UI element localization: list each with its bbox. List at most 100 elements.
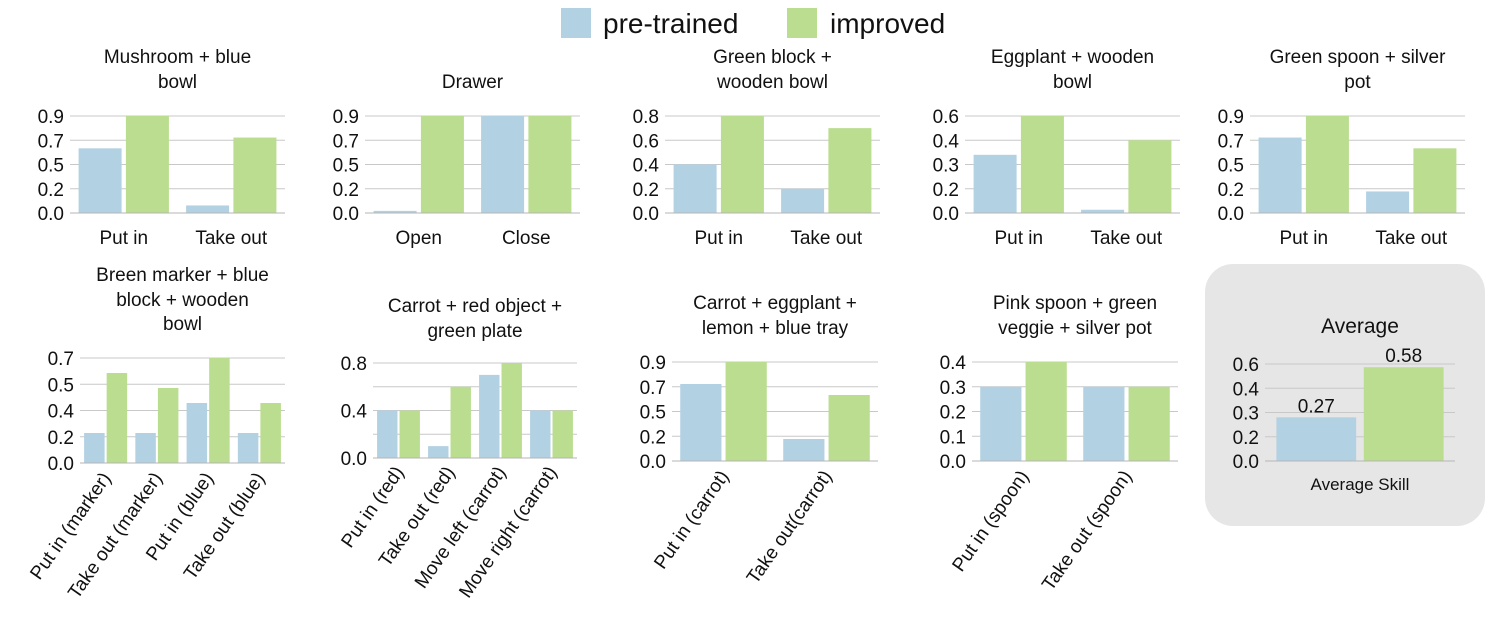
x-category-label: Move right (carrot) [455,463,561,602]
bar-improved [450,386,471,458]
bar-pre-trained [237,433,259,463]
y-tick-label: 0.2 [48,428,74,449]
x-category-label: Put in [1279,228,1328,249]
bar-pre-trained [973,154,1017,213]
y-tick-label: 0.2 [940,403,966,424]
chart-title-line: Drawer [442,72,504,93]
bar-pre-trained [377,410,398,458]
y-tick-label: 0.0 [1218,204,1244,225]
x-category-label: Open [396,228,442,249]
bar-pre-trained [373,210,417,213]
bar-pre-trained [135,433,156,463]
chart-panel-7: Carrot + red object + green plate 0.0 0.4 0.… [337,296,577,602]
bar-improved [1128,140,1172,213]
bar-pre-trained [1366,191,1410,213]
bar-improved [828,395,870,461]
chart-title-line: bowl [158,72,197,93]
x-category-label: Put in (carrot) [650,467,733,573]
bar-improved [106,373,128,463]
bar-pre-trained [84,433,105,463]
y-tick-label: 0.7 [38,131,64,152]
chart-title-line: veggie + silver pot [998,318,1152,339]
chart-panel-10: Average 0.0 0.2 0.3 0.4 0.6 0.27 0.58 Average Sk… [1205,264,1485,526]
y-tick-label: 0.4 [633,156,660,177]
chart-title-line: bowl [163,314,202,335]
y-tick-label: 0.5 [640,403,666,424]
y-tick-label: 0.2 [1233,428,1259,449]
bar-improved [1305,116,1349,213]
y-tick-label: 0.2 [1218,180,1244,201]
chart-title-line: Average [1321,315,1399,338]
y-tick-label: 0.2 [933,180,959,201]
chart-title-line: Carrot + eggplant + [693,293,857,314]
bar-pre-trained [1258,137,1302,213]
bar-improved [828,128,872,213]
bar-improved [125,116,169,213]
x-category-label: Put in [994,228,1043,249]
data-label: 0.27 [1298,396,1335,417]
x-category-label: Take out [1375,228,1448,249]
chart-panel-8: Carrot + eggplant + lemon + blue tray 0.0 0… [640,293,878,588]
y-tick-label: 0.8 [341,354,367,375]
chart-title-line: lemon + blue tray [702,318,849,339]
y-tick-label: 0.0 [1233,452,1259,473]
bar-improved [233,137,277,213]
bar-improved [528,116,572,213]
x-category-label: Take out(carrot) [743,467,837,588]
y-tick-label: 0.2 [38,180,64,201]
y-tick-label: 0.9 [1218,107,1244,128]
chart-panel-1: Mushroom + blue bowl 0.0 0.2 0.5 0.7 0.9 Put in… [38,47,285,249]
x-category-label: Put in [99,228,148,249]
y-tick-label: 0.0 [940,452,966,473]
y-tick-label: 0.7 [48,349,74,370]
chart-title-line: Carrot + red object + [388,296,562,317]
y-tick-label: 0.2 [633,180,659,201]
y-tick-label: 0.6 [933,107,959,128]
legend-label-pre-trained: pre-trained [603,8,738,39]
bar-pre-trained [1083,386,1125,461]
bar-pre-trained [1276,417,1357,461]
bar-improved [209,358,230,463]
x-category-label: Move left (carrot) [411,463,511,593]
y-tick-label: 0.2 [640,427,666,448]
bar-pre-trained [673,164,717,213]
chart-title-line: Breen marker + blue [96,265,269,286]
bar-improved [552,410,573,458]
chart-title-line: Green spoon + silver [1270,47,1447,68]
y-tick-label: 0.5 [38,156,64,177]
x-category-label: Take out (marker) [64,469,167,603]
legend-swatch-improved [787,8,817,38]
y-tick-label: 0.0 [333,204,359,225]
y-tick-label: 0.7 [1218,131,1244,152]
y-tick-label: 0.0 [633,204,659,225]
y-tick-label: 0.0 [38,204,64,225]
bar-improved [1025,362,1067,461]
y-tick-label: 0.0 [48,454,74,475]
chart-title-line: green plate [427,321,522,342]
y-tick-label: 0.6 [1233,355,1259,376]
y-tick-label: 0.1 [940,427,966,448]
y-tick-label: 0.7 [640,378,666,399]
charts-area: Mushroom + blue bowl 0.0 0.2 0.5 0.7 0.9 Put in… [26,47,1485,603]
bar-pre-trained [481,116,525,213]
y-tick-label: 0.7 [333,131,359,152]
bar-pre-trained [781,188,825,213]
bar-improved [157,388,179,463]
bar-improved [1128,386,1170,461]
bar-improved [725,362,767,461]
bar-pre-trained [186,205,230,213]
bar-pre-trained [186,403,208,463]
y-tick-label: 0.3 [933,156,959,177]
x-category-label: Close [502,228,551,249]
chart-panel-9: Pink spoon + green veggie + silver pot 0.0… [940,293,1178,595]
y-tick-label: 0.5 [1218,156,1244,177]
x-category-label: Put in (spoon) [949,467,1034,576]
y-tick-label: 0.9 [333,107,359,128]
chart-title-line: Pink spoon + green [993,293,1157,314]
chart-panel-2: Drawer 0.0 0.2 0.5 0.7 0.9 Open Close [333,72,580,249]
x-category-label: Average Skill [1311,475,1410,494]
x-category-label: Take out [1090,228,1163,249]
y-tick-label: 0.2 [333,180,359,201]
y-tick-label: 0.9 [640,353,666,374]
bar-improved [1363,367,1444,461]
